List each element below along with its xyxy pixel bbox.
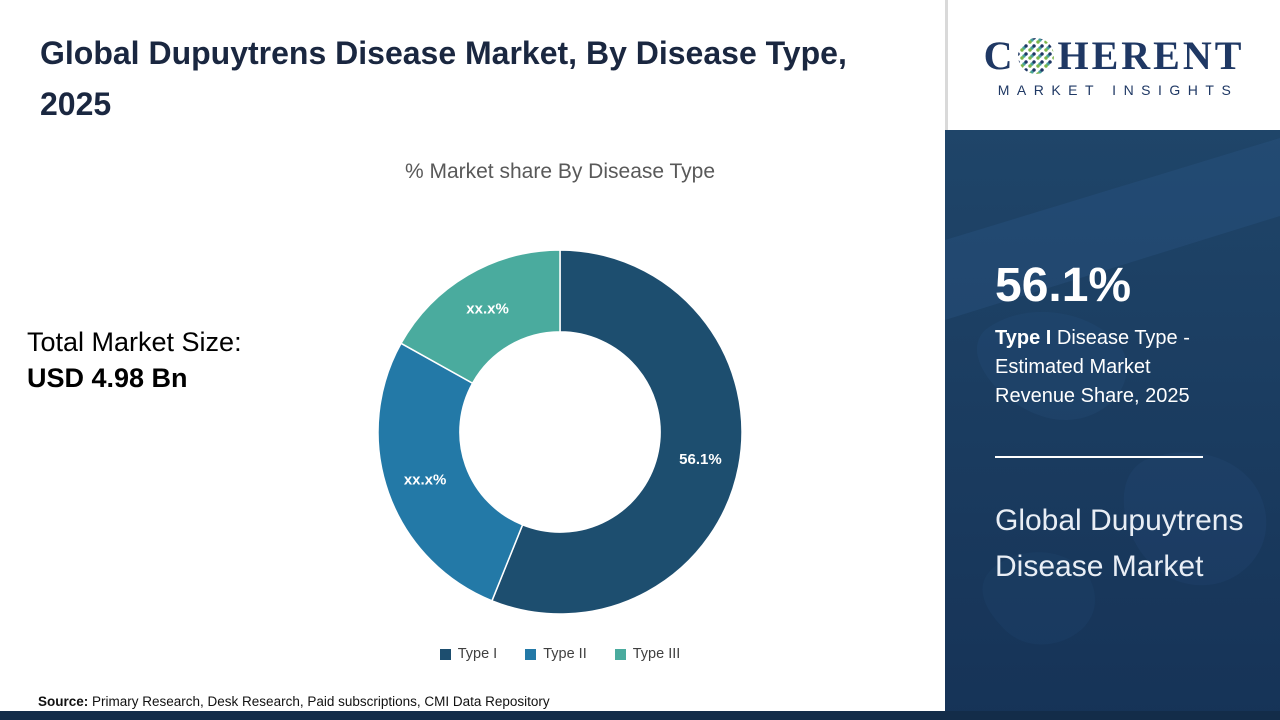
panel-divider <box>995 456 1203 458</box>
highlight-description-rest: Disease Type - Estimated Market Revenue … <box>995 327 1190 407</box>
brand-logo-subtext: MARKET INSIGHTS <box>997 82 1239 98</box>
globe-dots-icon <box>1018 38 1055 74</box>
legend-label: Type I <box>457 646 498 662</box>
total-market-size-label: Total Market Size: <box>27 327 242 357</box>
brand-logo: C HERENT <box>984 36 1245 76</box>
legend-item-type-iii: Type III <box>614 646 681 662</box>
donut-segment-type-ii <box>377 342 524 602</box>
donut-chart: 56.1% xx.x% xx.x% <box>370 242 750 622</box>
slice-label-type-i: 56.1% <box>679 451 722 468</box>
legend-label: Type III <box>632 646 681 662</box>
total-market-size-value: USD 4.98 Bn <box>27 363 188 393</box>
highlight-description: Type I Disease Type - Estimated Market R… <box>995 324 1227 411</box>
chart-legend: Type I Type II Type III <box>160 646 960 662</box>
sidebar: C HERENT MARKET INSIGHTS 56.1% Type I Di… <box>945 0 1280 720</box>
legend-swatch-icon <box>525 648 537 660</box>
source-line: Source: Primary Research, Desk Research,… <box>38 694 550 709</box>
brand-logo-area: C HERENT MARKET INSIGHTS <box>945 0 1280 130</box>
source-text: Primary Research, Desk Research, Paid su… <box>88 694 550 709</box>
panel-report-title: Global Dupuytrens Disease Market <box>995 504 1244 583</box>
world-map-watermark <box>945 138 1280 645</box>
bottom-bar <box>0 711 1280 720</box>
legend-label: Type II <box>543 646 587 662</box>
donut-segment-type-i <box>490 249 743 615</box>
logo-letter-c: C <box>983 33 1016 78</box>
legend-item-type-ii: Type II <box>525 646 587 662</box>
logo-letters-herent: HERENT <box>1057 33 1245 78</box>
legend-swatch-icon <box>614 648 626 660</box>
slice-label-type-ii: xx.x% <box>404 472 447 489</box>
chart-subtitle: % Market share By Disease Type <box>404 160 716 183</box>
highlight-description-bold: Type I <box>995 327 1052 349</box>
main-chart-area: Global Dupuytrens Disease Market, By Dis… <box>27 35 847 709</box>
page-title: Global Dupuytrens Disease Market, By Dis… <box>40 35 847 123</box>
slice-label-type-iii: xx.x% <box>466 301 509 318</box>
donut-segment-type-iii <box>400 249 561 385</box>
legend-item-type-i: Type I <box>439 646 498 662</box>
highlight-panel: 56.1% Type I Disease Type - Estimated Ma… <box>945 130 1280 720</box>
source-label: Source: <box>38 694 89 709</box>
donut-chart-svg: 56.1% xx.x% xx.x% <box>377 249 743 615</box>
legend-swatch-icon <box>439 648 451 660</box>
highlight-stat: 56.1% <box>995 259 1132 312</box>
